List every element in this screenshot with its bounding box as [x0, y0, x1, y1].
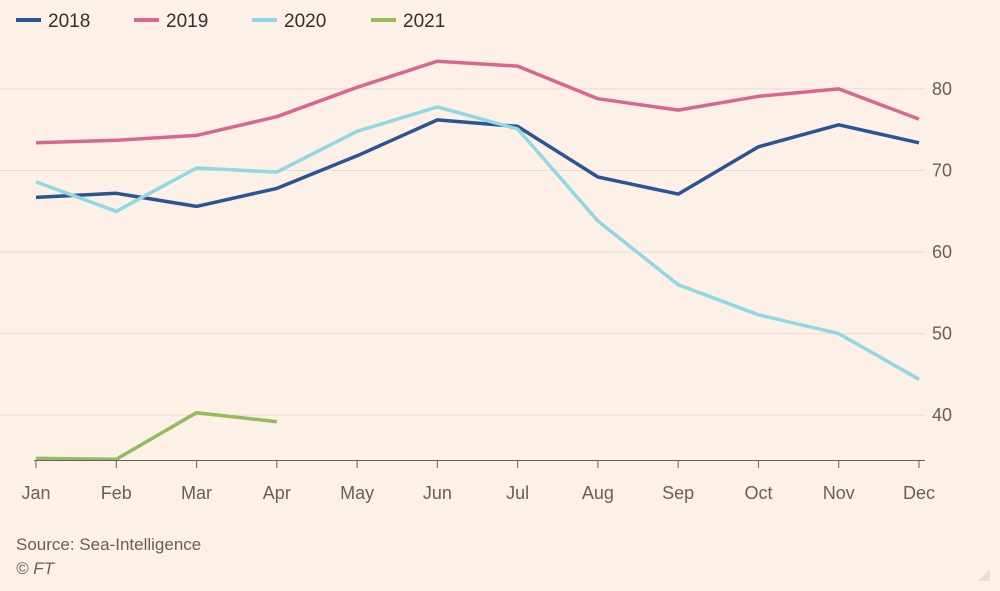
source-note: Source: Sea-Intelligence: [16, 535, 202, 554]
x-axis: Jan Feb Mar Apr May Jun Jul Aug Sep Oct Nov Dec: [21, 460, 935, 503]
resize-handle-icon[interactable]: [978, 569, 990, 581]
series-lines: [35, 59, 920, 461]
x-tick-label: Apr: [263, 483, 291, 503]
x-tick-label: Aug: [582, 483, 614, 503]
x-tick-label: Nov: [823, 483, 855, 503]
chart-legend: 2018 2019 2020 2021: [16, 11, 445, 32]
x-tick-label: May: [340, 483, 374, 503]
y-tick-label: 80: [932, 79, 952, 99]
gridlines: [0, 88, 925, 416]
x-tick-label: Mar: [181, 483, 212, 503]
series-line-2019: [35, 59, 920, 145]
y-tick-label: 60: [932, 242, 952, 262]
x-tick-label: Oct: [744, 483, 772, 503]
x-tick-label: Sep: [662, 483, 694, 503]
copyright-note: © FT: [16, 559, 55, 578]
x-tick-label: Jun: [423, 483, 452, 503]
y-axis: 40 50 60 70 80: [932, 79, 952, 425]
x-tick-label: Feb: [101, 483, 132, 503]
y-tick-label: 50: [932, 324, 952, 344]
x-tick-label: Dec: [903, 483, 935, 503]
x-tick-label: Jan: [21, 483, 50, 503]
legend-label-2019: 2019: [166, 11, 208, 32]
y-tick-label: 40: [932, 405, 952, 425]
y-tick-label: 70: [932, 160, 952, 180]
series-line-2020: [35, 105, 920, 381]
series-line-2018: [35, 118, 920, 209]
x-tick-label: Jul: [506, 483, 529, 503]
series-line-2021: [35, 410, 277, 461]
legend-label-2020: 2020: [284, 11, 326, 32]
legend-label-2018: 2018: [48, 11, 90, 32]
legend-label-2021: 2021: [403, 11, 445, 32]
